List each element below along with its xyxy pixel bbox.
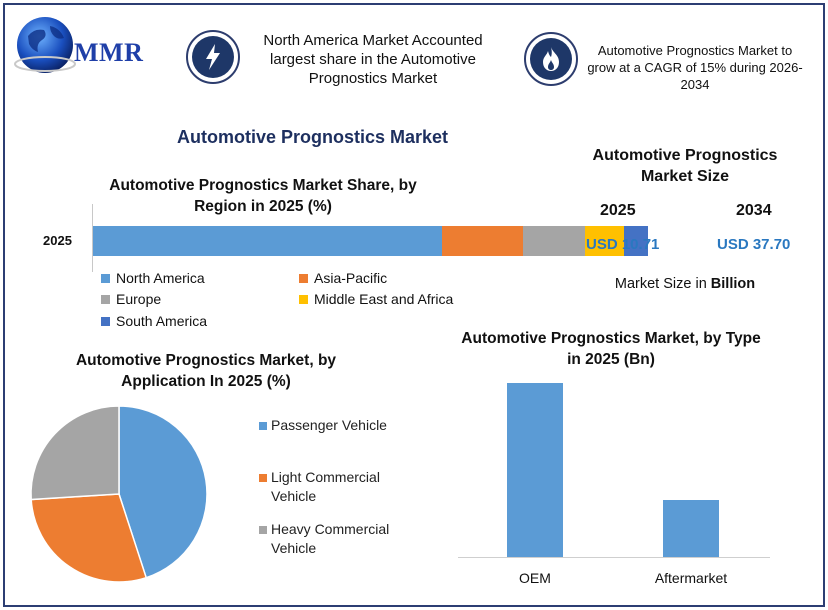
application-pie-chart xyxy=(30,405,208,583)
region-bar-segment-europe xyxy=(522,226,586,256)
legend-swatch xyxy=(299,273,308,283)
region-legend-item-asia-pacific: Asia-Pacific xyxy=(299,270,387,286)
legend-swatch xyxy=(259,526,267,534)
market-size-note: Market Size in Billion xyxy=(590,276,780,292)
region-bar-segment-middle-east-and-africa xyxy=(585,226,624,256)
legend-swatch xyxy=(259,422,267,430)
market-size-note-unit: Billion xyxy=(710,276,756,292)
pie-legend-item-heavy-commercial-vehicle: Heavy Commercial Vehicle xyxy=(259,520,409,558)
market-size-title: Automotive Prognostics Market Size xyxy=(592,147,778,185)
globe-icon xyxy=(14,14,78,76)
legend-swatch xyxy=(299,294,308,304)
type-bar-aftermarket xyxy=(663,499,719,557)
region-stacked-bar xyxy=(93,226,649,256)
region-chart-title: Automotive Prognostics Market Share, by … xyxy=(109,177,417,215)
pie-slice-heavy-commercial-vehicle xyxy=(30,405,120,501)
legend-swatch xyxy=(101,294,110,304)
market-size-note-prefix: Market Size in xyxy=(614,276,707,292)
lightning-icon xyxy=(186,30,240,84)
legend-label: North America xyxy=(116,270,205,286)
region-legend-item-middle-east-and-africa: Middle East and Africa xyxy=(299,291,453,307)
type-chart-baseline xyxy=(458,557,770,558)
pie-slice-light-commercial-vehicle xyxy=(30,493,148,583)
region-bar-segment-south-america xyxy=(623,226,649,256)
market-size-year-2034: 2034 xyxy=(736,202,772,219)
type-bar-label-oem: OEM xyxy=(519,570,551,586)
region-legend-item-north-america: North America xyxy=(101,270,205,286)
type-bar-oem xyxy=(507,383,563,557)
market-size-value-2034: USD 37.70 xyxy=(717,236,791,253)
region-chart-axis xyxy=(92,204,93,272)
pie-legend-item-passenger-vehicle: Passenger Vehicle xyxy=(259,416,409,435)
type-chart-title: Automotive Prognostics Market, by Type i… xyxy=(461,330,761,368)
legend-label: Passenger Vehicle xyxy=(271,417,387,433)
legend-swatch xyxy=(259,474,267,482)
region-bar-segment-asia-pacific xyxy=(442,226,523,256)
market-size-year-2025: 2025 xyxy=(600,202,636,219)
legend-label: Asia-Pacific xyxy=(314,270,388,286)
region-chart-category-label: 2025 xyxy=(43,233,72,248)
header-north-america-text: North America Market Accounted largest s… xyxy=(263,32,483,87)
pie-legend-item-light-commercial-vehicle: Light Commercial Vehicle xyxy=(259,468,409,506)
main-title: Automotive Prognostics Market xyxy=(176,127,449,147)
region-legend-item-europe: Europe xyxy=(101,291,161,307)
legend-label: Light Commercial Vehicle xyxy=(271,469,380,504)
market-size-value-2025: USD 10.71 xyxy=(586,236,660,253)
legend-label: Europe xyxy=(116,291,162,307)
logo-text: MMR xyxy=(74,38,144,67)
type-bar-label-aftermarket: Aftermarket xyxy=(654,570,728,586)
region-legend-item-south-america: South America xyxy=(101,313,207,329)
region-bar-segment-north-america xyxy=(93,226,443,256)
legend-swatch xyxy=(101,273,110,283)
legend-swatch xyxy=(101,316,110,326)
application-chart-title: Automotive Prognostics Market, by Applic… xyxy=(75,352,337,390)
legend-label: Middle East and Africa xyxy=(314,291,454,307)
legend-label: South America xyxy=(116,313,208,329)
legend-label: Heavy Commercial Vehicle xyxy=(271,521,390,556)
flame-icon xyxy=(524,32,578,86)
pie-slice-passenger-vehicle xyxy=(118,405,208,579)
header-cagr-text: Automotive Prognostics Market to grow at… xyxy=(587,43,803,92)
